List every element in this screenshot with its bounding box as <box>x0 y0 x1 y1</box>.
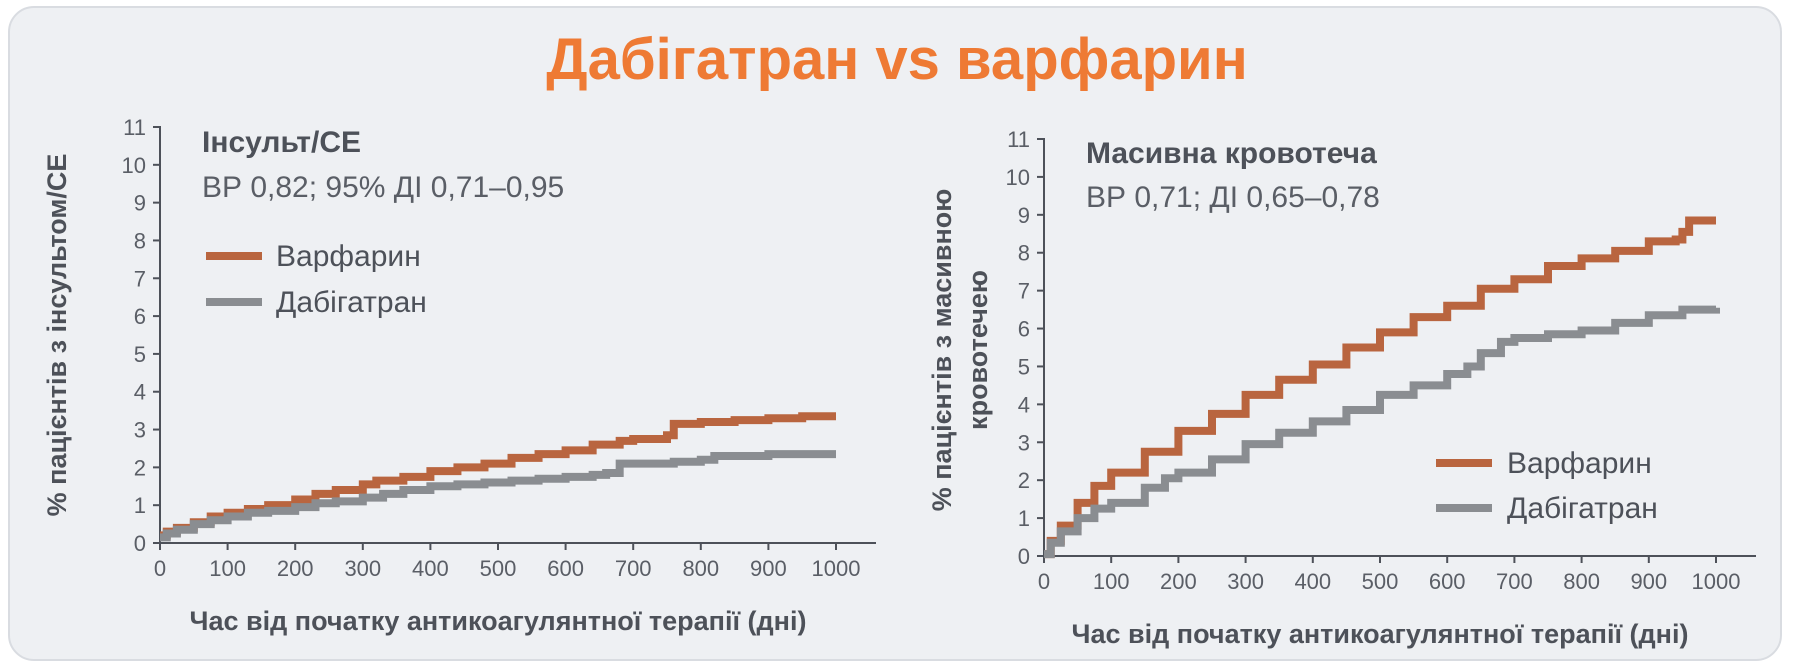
y-tick-label: 9 <box>134 191 146 216</box>
y-tick-label: 1 <box>134 493 146 518</box>
y-tick-label: 8 <box>134 228 146 253</box>
series-group <box>160 412 836 542</box>
series-line-dabigatran <box>1044 305 1720 559</box>
y-tick-label: 1 <box>1018 506 1030 531</box>
x-tick-label: 500 <box>1362 569 1399 594</box>
x-tick-label: 900 <box>750 556 787 581</box>
axes <box>1037 138 1756 563</box>
y-tick-label: 3 <box>134 418 146 443</box>
x-axis-label: Час від початку антикоагулянтної терапії… <box>1072 619 1689 649</box>
legend-label-warfarin: Варфарин <box>1507 447 1652 480</box>
y-tick-label: 0 <box>134 531 146 556</box>
series-line-warfarin <box>160 412 836 540</box>
x-tick-label: 800 <box>682 556 719 581</box>
x-tick-label: 400 <box>1294 569 1331 594</box>
x-tick-label: 100 <box>1093 569 1130 594</box>
series-line-warfarin <box>1044 216 1716 559</box>
chart-major-bleeding: 0 1 2 3 4 5 6 7 8 9 10 11 0 100 200 300 400 500 600 700 800 9… <box>927 127 1756 649</box>
x-tick-label: 1000 <box>812 556 861 581</box>
annotation-subtitle: ВР 0,82; 95% ДІ 0,71–0,95 <box>202 171 564 204</box>
y-tick-label: 11 <box>1007 127 1030 152</box>
y-tick-label: 7 <box>134 266 146 291</box>
legend-label-dabigatran: Дабігатран <box>1507 492 1658 525</box>
tick-labels: 0 1 2 3 4 5 6 7 8 9 10 11 0 100 200 300 400 500 600 700 800 9… <box>122 115 861 581</box>
legend-label-warfarin: Варфарин <box>276 240 421 273</box>
annotation-title: Масивна кровотеча <box>1086 137 1377 170</box>
y-axis-label: % пацієнтів з інсультом/СЕ <box>42 154 72 517</box>
series-group <box>1044 216 1720 559</box>
y-tick-label: 6 <box>134 304 146 329</box>
y-tick-label: 11 <box>123 115 146 140</box>
legend: Варфарин Дабігатран <box>1436 447 1658 525</box>
y-tick-label: 4 <box>134 380 146 405</box>
y-axis-label-line-1: % пацієнтів з масивною <box>927 189 957 512</box>
y-tick-label: 5 <box>1018 354 1030 379</box>
x-tick-label: 700 <box>615 556 652 581</box>
y-tick-label: 10 <box>1006 165 1030 190</box>
x-tick-label: 0 <box>154 556 166 581</box>
legend-label-dabigatran: Дабігатран <box>276 286 427 319</box>
x-tick-label: 1000 <box>1692 569 1741 594</box>
chart-stroke-ce: 0 1 2 3 4 5 6 7 8 9 10 11 0 100 200 300 400 500 600 700 800 9… <box>42 115 876 636</box>
y-tick-label: 6 <box>1018 317 1030 342</box>
x-tick-label: 900 <box>1630 569 1667 594</box>
x-tick-label: 200 <box>277 556 314 581</box>
x-axis-label: Час від початку антикоагулянтної терапії… <box>190 606 807 636</box>
x-tick-label: 500 <box>480 556 517 581</box>
x-tick-label: 300 <box>1227 569 1264 594</box>
x-tick-label: 400 <box>412 556 449 581</box>
legend: Варфарин Дабігатран <box>206 240 427 319</box>
y-tick-label: 8 <box>1018 241 1030 266</box>
x-tick-label: 100 <box>209 556 246 581</box>
series-line-dabigatran <box>160 450 836 542</box>
y-axis-label-line-2: кровотечею <box>963 270 993 430</box>
annotation-subtitle: ВР 0,71; ДІ 0,65–0,78 <box>1086 181 1380 214</box>
x-tick-label: 700 <box>1496 569 1533 594</box>
y-tick-label: 2 <box>134 455 146 480</box>
axes <box>153 126 876 550</box>
x-tick-label: 600 <box>547 556 584 581</box>
x-tick-label: 0 <box>1038 569 1050 594</box>
y-tick-label: 10 <box>122 153 146 178</box>
annotation-title: Інсульт/СЕ <box>202 126 361 159</box>
y-tick-label: 3 <box>1018 430 1030 455</box>
y-tick-label: 7 <box>1018 279 1030 304</box>
y-tick-label: 0 <box>1018 544 1030 569</box>
x-tick-label: 800 <box>1563 569 1600 594</box>
x-tick-label: 200 <box>1160 569 1197 594</box>
tick-labels: 0 1 2 3 4 5 6 7 8 9 10 11 0 100 200 300 400 500 600 700 800 9… <box>1006 127 1741 594</box>
y-tick-label: 5 <box>134 342 146 367</box>
x-tick-label: 600 <box>1429 569 1466 594</box>
y-tick-label: 9 <box>1018 203 1030 228</box>
y-tick-label: 4 <box>1018 392 1030 417</box>
chart-card <box>8 6 1782 661</box>
x-tick-label: 300 <box>344 556 381 581</box>
page-title: Дабігатран vs варфарин <box>546 27 1248 92</box>
y-tick-label: 2 <box>1018 468 1030 493</box>
